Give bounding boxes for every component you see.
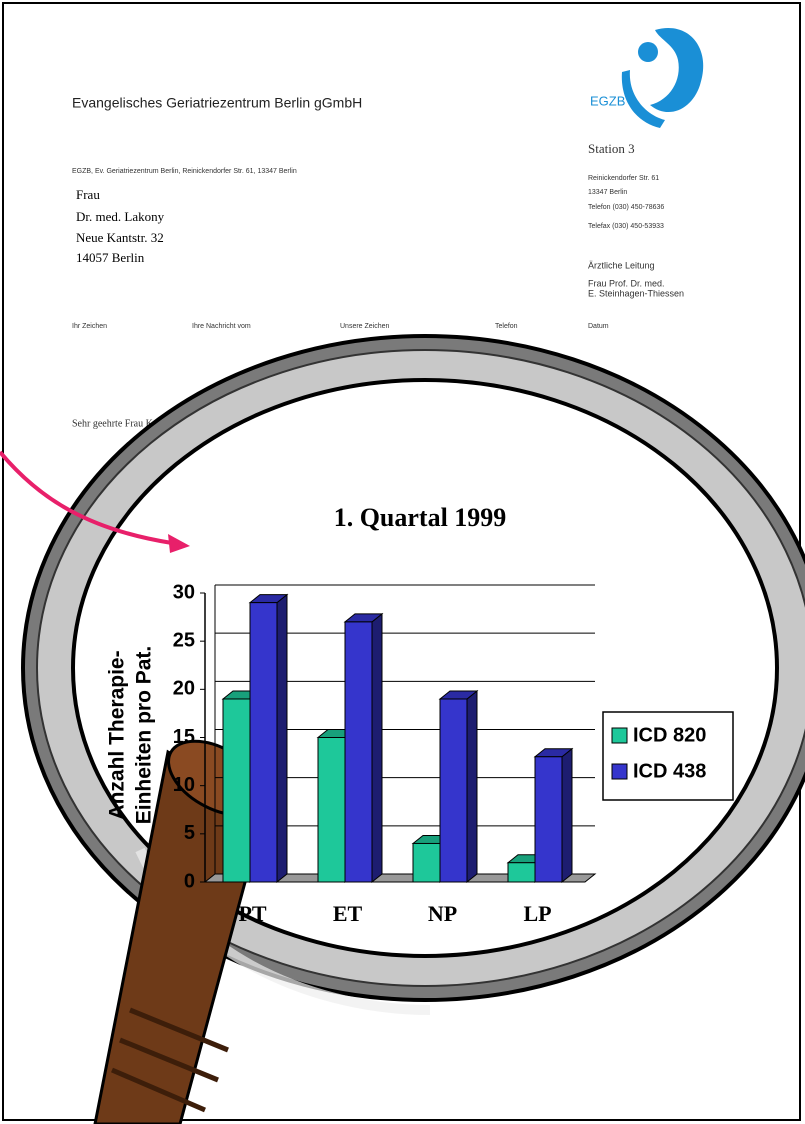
recipient-line: Dr. med. Lakony bbox=[76, 209, 165, 224]
station: Station 3 bbox=[588, 141, 635, 156]
x-tick-label: LP bbox=[523, 901, 551, 926]
contact-line: 13347 Berlin bbox=[588, 189, 627, 196]
x-tick-label: NP bbox=[428, 901, 457, 926]
y-axis-label: Anzahl Therapie- bbox=[106, 650, 129, 819]
bar-side bbox=[277, 595, 287, 882]
organization: Evangelisches Geriatriezentrum Berlin gG… bbox=[72, 95, 362, 111]
y-tick-label: 0 bbox=[184, 870, 195, 892]
bar-front bbox=[535, 757, 562, 882]
x-tick-label: PT bbox=[238, 901, 266, 926]
bar bbox=[345, 614, 382, 882]
reference-field: Unsere Zeichen bbox=[340, 323, 390, 330]
y-tick-label: 25 bbox=[173, 629, 195, 651]
y-tick-label: 15 bbox=[173, 726, 195, 748]
logo-text: EGZB bbox=[590, 93, 625, 108]
recipient-line: Frau bbox=[76, 187, 100, 202]
legend-swatch bbox=[612, 728, 627, 743]
bar-front bbox=[223, 699, 250, 882]
reference-field: Ihre Nachricht vom bbox=[192, 323, 251, 330]
x-tick-label: ET bbox=[333, 901, 363, 926]
reference-field: Datum bbox=[588, 323, 609, 330]
bar-front bbox=[440, 699, 467, 882]
legend-swatch bbox=[612, 764, 627, 779]
bar-side bbox=[372, 614, 382, 882]
bar-side bbox=[467, 691, 477, 882]
recipient-line: Neue Kantstr. 32 bbox=[76, 230, 164, 245]
reference-field: Ihr Zeichen bbox=[72, 323, 107, 330]
page: EGZB Evangelisches Geriatriezentrum Berl… bbox=[0, 0, 805, 1124]
contact-line: Reinickendorfer Str. 61 bbox=[588, 175, 659, 182]
recipient-line: 14057 Berlin bbox=[76, 250, 145, 265]
contact-line: Telefon (030) 450-78636 bbox=[588, 204, 664, 211]
reference-field: Telefon bbox=[495, 323, 518, 330]
bar-front bbox=[413, 843, 440, 882]
y-tick-label: 5 bbox=[184, 822, 195, 844]
y-tick-label: 10 bbox=[173, 774, 195, 796]
bar-front bbox=[508, 863, 535, 882]
management-line: E. Steinhagen-Thiessen bbox=[588, 288, 684, 298]
bar bbox=[250, 595, 287, 882]
legend-label: ICD 820 bbox=[633, 724, 706, 746]
y-tick-label: 20 bbox=[173, 678, 195, 700]
sender-line: EGZB, Ev. Geriatriezentrum Berlin, Reini… bbox=[72, 168, 297, 175]
bar-front bbox=[345, 622, 372, 882]
bar bbox=[440, 691, 477, 882]
y-axis-label: Einheiten pro Pat. bbox=[133, 646, 156, 825]
salutation: Sehr geehrte Frau K bbox=[72, 418, 154, 429]
bar-front bbox=[250, 603, 277, 882]
legend-label: ICD 438 bbox=[633, 760, 706, 782]
bar bbox=[535, 749, 572, 882]
bar-front bbox=[318, 738, 345, 883]
management-line: Ärztliche Leitung bbox=[588, 260, 655, 270]
bar-side bbox=[562, 749, 572, 882]
chart-title: 1. Quartal 1999 bbox=[334, 503, 507, 532]
contact-line: Telefax (030) 450-53933 bbox=[588, 223, 664, 230]
y-tick-label: 30 bbox=[173, 581, 195, 603]
management-line: Frau Prof. Dr. med. bbox=[588, 278, 665, 288]
